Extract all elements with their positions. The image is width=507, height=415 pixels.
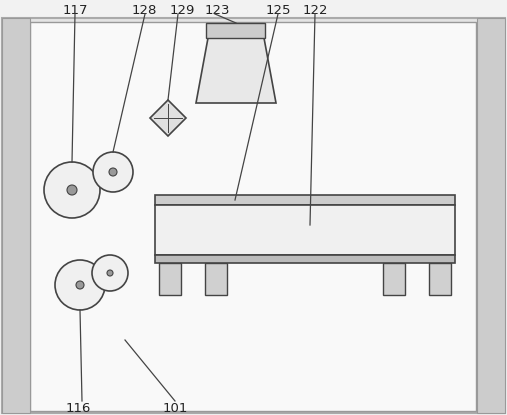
Bar — [205, 263, 227, 295]
Circle shape — [44, 162, 100, 218]
Bar — [383, 263, 405, 295]
Bar — [155, 195, 455, 205]
Text: 116: 116 — [65, 401, 91, 415]
Bar — [2, 18, 30, 413]
Text: 101: 101 — [162, 401, 188, 415]
Text: 125: 125 — [265, 3, 291, 17]
Circle shape — [93, 152, 133, 192]
Bar — [206, 23, 265, 38]
Circle shape — [107, 270, 113, 276]
Polygon shape — [150, 100, 186, 136]
Bar — [429, 263, 451, 295]
Circle shape — [109, 168, 117, 176]
Circle shape — [76, 281, 84, 289]
Circle shape — [55, 260, 105, 310]
Bar — [155, 255, 455, 263]
Bar — [477, 18, 505, 413]
Polygon shape — [196, 38, 276, 103]
Text: 128: 128 — [131, 3, 157, 17]
Circle shape — [92, 255, 128, 291]
Text: 123: 123 — [204, 3, 230, 17]
Text: 117: 117 — [62, 3, 88, 17]
Bar — [159, 263, 181, 295]
Bar — [30, 22, 476, 411]
Bar — [155, 205, 455, 255]
Text: 129: 129 — [169, 3, 195, 17]
Circle shape — [67, 185, 77, 195]
Text: 122: 122 — [302, 3, 328, 17]
